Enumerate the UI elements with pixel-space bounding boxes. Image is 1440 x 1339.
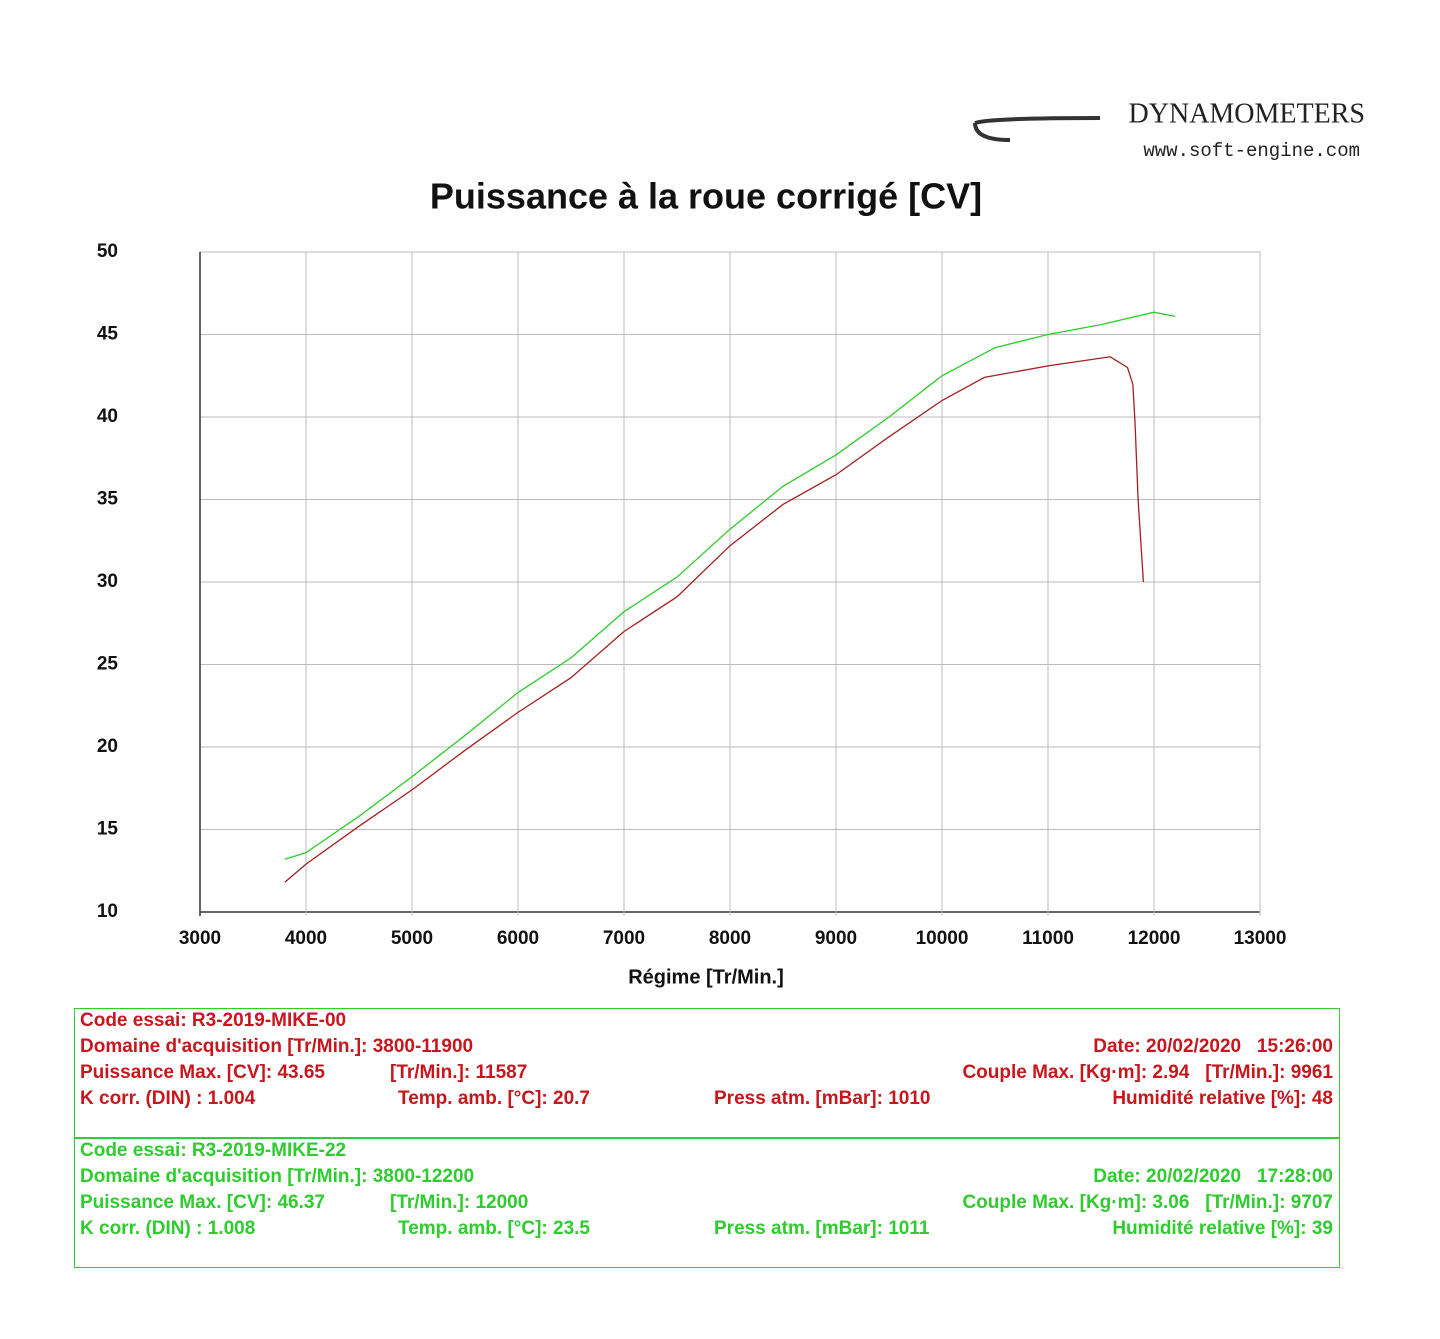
test-date: Date: 20/02/2020 17:28:00 xyxy=(1093,1166,1333,1187)
brand: DYNAMOMETERS xyxy=(1129,98,1365,129)
x-tick-label: 11000 xyxy=(1022,928,1074,949)
x-tick-label: 12000 xyxy=(1128,928,1181,949)
x-tick-label: 13000 xyxy=(1234,928,1287,949)
test-kcorr: K corr. (DIN) : 1.004 xyxy=(80,1088,256,1109)
test-torque: Couple Max. [Kg·m]: 2.94 [Tr/Min.]: 9961 xyxy=(962,1062,1333,1083)
test-box xyxy=(74,1008,1340,1138)
test-humidity: Humidité relative [%]: 39 xyxy=(1112,1218,1333,1239)
test-temp: Temp. amb. [°C]: 20.7 xyxy=(398,1088,591,1109)
x-tick-label: 9000 xyxy=(815,928,857,949)
x-tick-label: 3000 xyxy=(179,928,221,949)
test-pressure: Press atm. [mBar]: 1011 xyxy=(714,1218,930,1239)
chart: DYNAMOMETERS www.soft-engine.com Puissan… xyxy=(97,98,1365,988)
y-tick-label: 20 xyxy=(97,736,118,757)
y-tick-label: 35 xyxy=(97,489,119,510)
test-box xyxy=(74,1138,1340,1268)
series-line xyxy=(284,356,1145,883)
test-date: Date: 20/02/2020 15:26:00 xyxy=(1093,1036,1333,1057)
y-tick-label: 50 xyxy=(97,241,118,262)
test-power-rpm: [Tr/Min.]: 11587 xyxy=(390,1062,528,1083)
x-tick-label: 4000 xyxy=(285,928,327,949)
y-tick-label: 40 xyxy=(97,406,118,427)
x-tick-label: 6000 xyxy=(497,928,539,949)
logo-mark xyxy=(973,116,1101,142)
test-pressure: Press atm. [mBar]: 1010 xyxy=(714,1088,931,1109)
test-torque: Couple Max. [Kg·m]: 3.06 [Tr/Min.]: 9707 xyxy=(962,1192,1333,1213)
x-tick-label: 8000 xyxy=(709,928,751,949)
test-humidity: Humidité relative [%]: 48 xyxy=(1112,1088,1333,1109)
y-tick-label: 30 xyxy=(97,571,118,592)
x-tick-label: 10000 xyxy=(916,928,969,949)
y-tick-label: 15 xyxy=(97,819,119,840)
test-power-rpm: [Tr/Min.]: 12000 xyxy=(390,1192,529,1213)
y-tick-label: 25 xyxy=(97,654,119,675)
test-kcorr: K corr. (DIN) : 1.008 xyxy=(80,1218,256,1239)
test-domain: Domaine d'acquisition [Tr/Min.]: 3800-12… xyxy=(80,1166,475,1187)
chart-title: Puissance à la roue corrigé [CV] xyxy=(430,176,982,217)
y-tick-label: 10 xyxy=(97,901,118,922)
test-code: Code essai: R3-2019-MIKE-00 xyxy=(80,1010,347,1031)
test-code: Code essai: R3-2019-MIKE-22 xyxy=(80,1140,347,1161)
test-temp: Temp. amb. [°C]: 23.5 xyxy=(398,1218,591,1239)
test-domain: Domaine d'acquisition [Tr/Min.]: 3800-11… xyxy=(80,1036,474,1057)
series-line xyxy=(284,311,1176,860)
test-power: Puissance Max. [CV]: 43.65 xyxy=(80,1062,325,1083)
x-tick-label: 5000 xyxy=(391,928,433,949)
y-tick-label: 45 xyxy=(97,324,119,345)
url: www.soft-engine.com xyxy=(1143,140,1360,162)
x-tick-label: 7000 xyxy=(603,928,645,949)
test-power: Puissance Max. [CV]: 46.37 xyxy=(80,1192,325,1213)
x-axis-label: Régime [Tr/Min.] xyxy=(628,966,784,988)
